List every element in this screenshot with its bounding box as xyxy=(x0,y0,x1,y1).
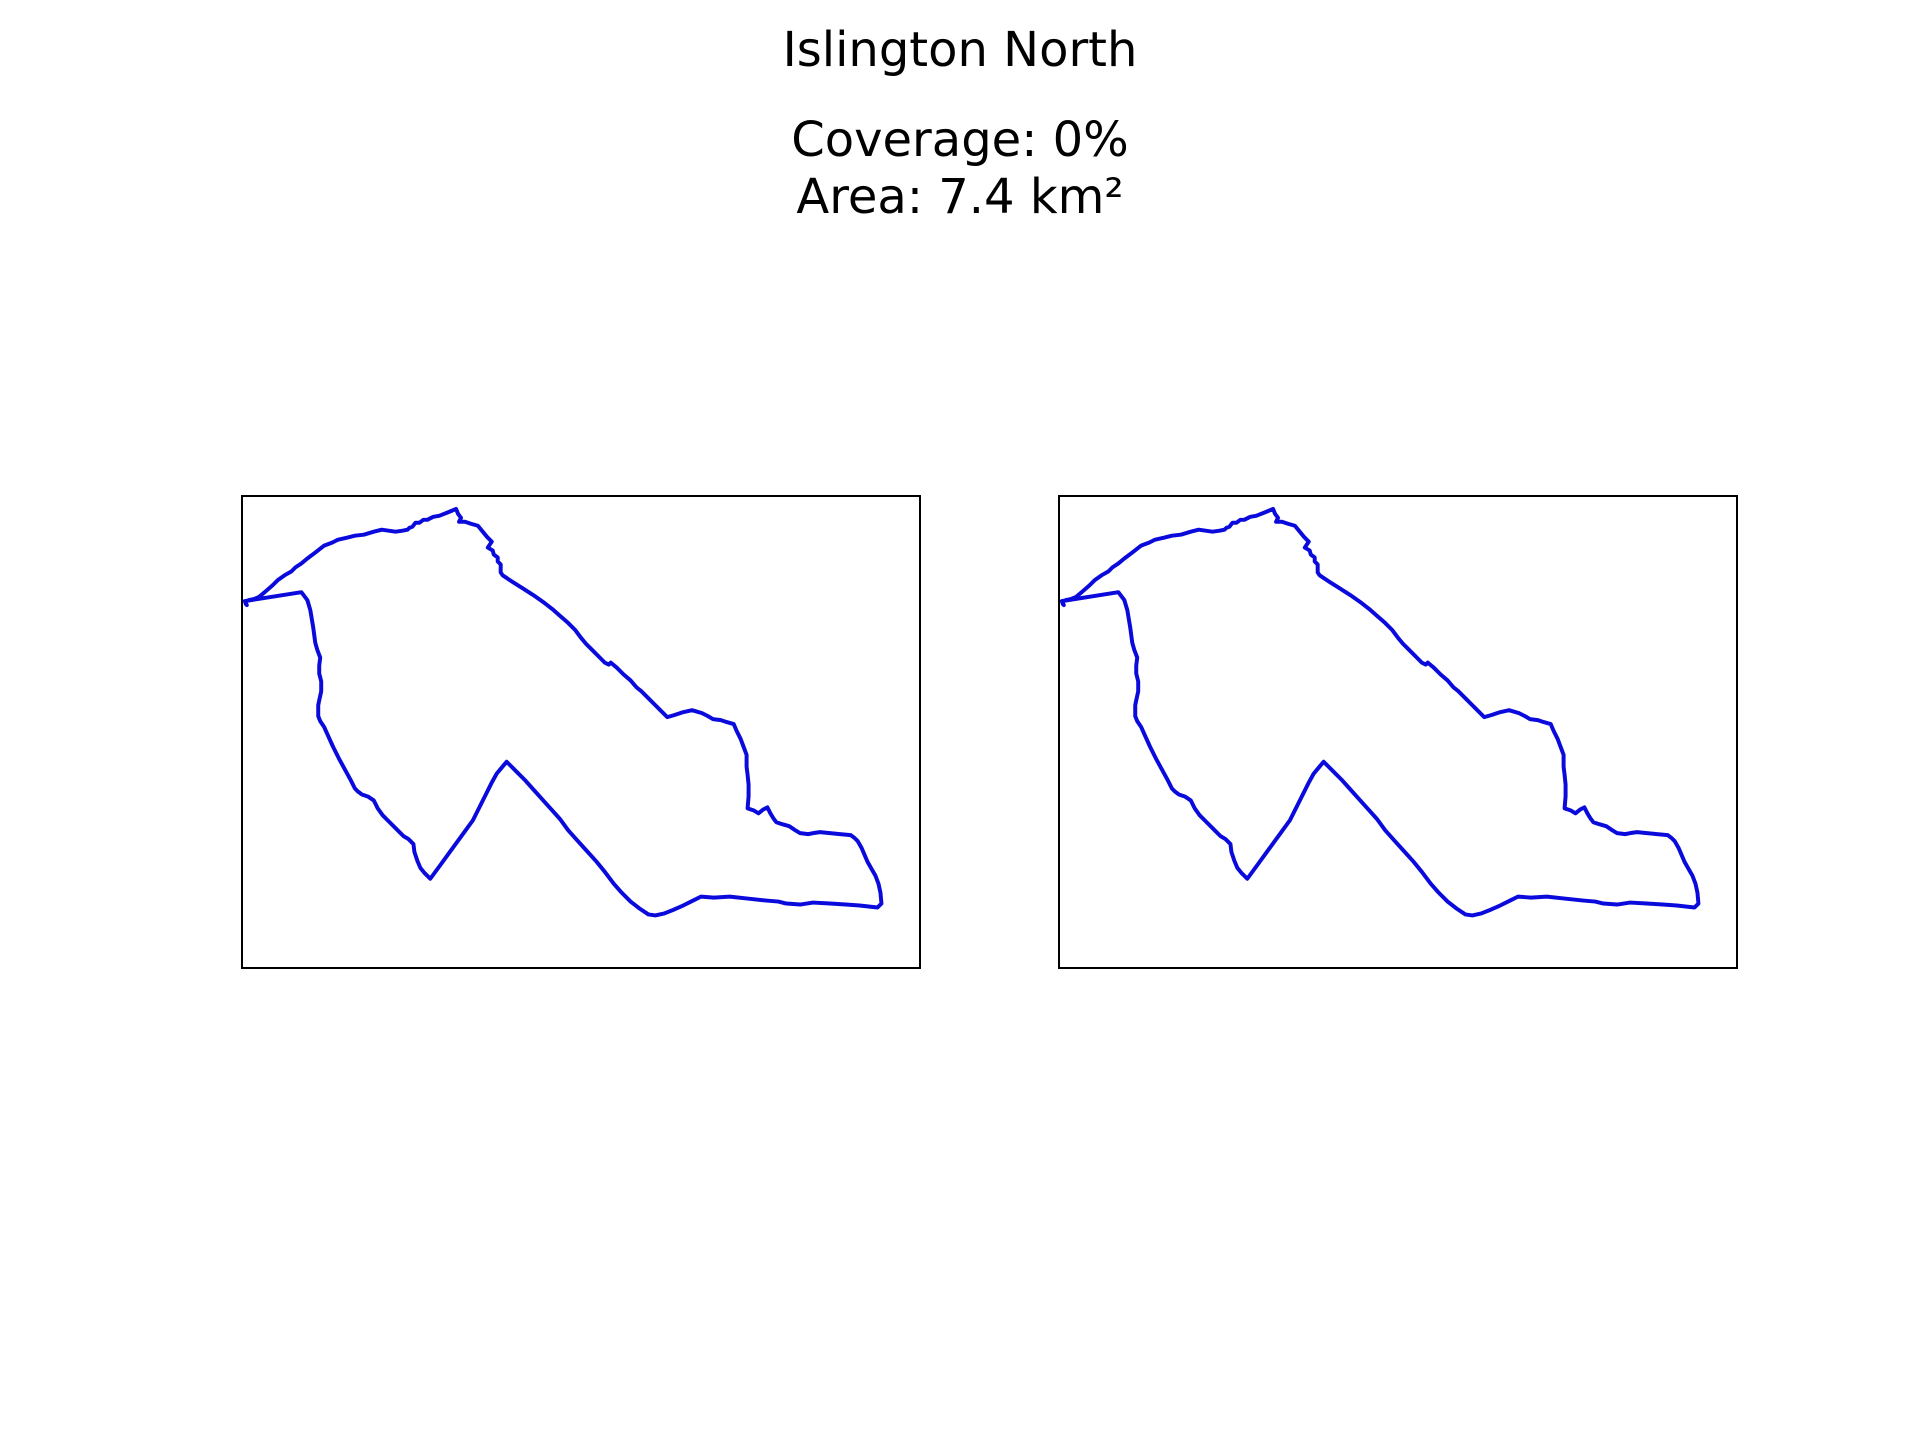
constituency-boundary xyxy=(1059,506,1701,918)
right-map-canvas xyxy=(1059,506,1701,918)
coverage-label: Coverage: 0% xyxy=(791,112,1129,168)
map-subtitle: Coverage: 0% Area: 7.4 km² xyxy=(0,112,1920,226)
left-map-canvas xyxy=(242,506,884,918)
area-label: Area: 7.4 km² xyxy=(796,169,1124,225)
right-map-panel xyxy=(1058,495,1738,969)
map-title: Islington North xyxy=(782,22,1138,78)
constituency-boundary xyxy=(242,506,884,918)
left-map-panel xyxy=(241,495,921,969)
